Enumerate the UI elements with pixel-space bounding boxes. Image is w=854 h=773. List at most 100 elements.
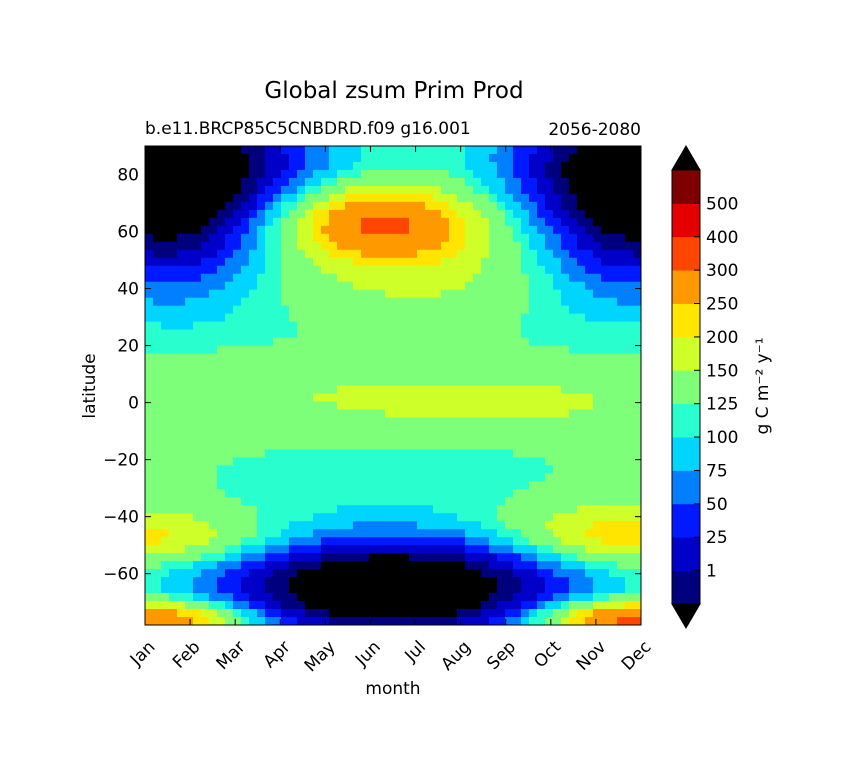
field-cell — [297, 553, 306, 562]
field-cell — [217, 577, 226, 586]
field-cell — [585, 249, 594, 259]
field-cell — [353, 441, 362, 450]
field-cell — [417, 265, 426, 275]
field-cell — [273, 513, 282, 522]
field-cell — [353, 465, 362, 474]
field-cell — [497, 321, 506, 331]
field-cell — [361, 361, 370, 371]
field-cell — [577, 609, 586, 618]
colorbar-tick-label: 75 — [706, 461, 728, 481]
field-cell — [433, 225, 442, 235]
field-cell — [417, 569, 426, 578]
field-cell — [401, 617, 410, 625]
colorbar-tick-label: 1 — [706, 562, 717, 582]
field-cell — [625, 569, 634, 578]
field-cell — [345, 513, 354, 522]
field-cell — [273, 177, 282, 187]
field-cell — [369, 481, 378, 490]
field-cell — [161, 185, 170, 195]
field-cell — [385, 193, 394, 203]
field-cell — [585, 577, 594, 586]
field-cell — [393, 185, 402, 195]
field-cell — [217, 337, 226, 347]
field-cell — [289, 609, 298, 618]
field-cell — [257, 161, 266, 171]
field-cell — [513, 497, 522, 506]
field-cell — [153, 601, 162, 610]
field-cell — [257, 481, 266, 490]
field-cell — [169, 345, 178, 355]
field-cell — [401, 577, 410, 586]
field-cell — [225, 257, 234, 267]
field-cell — [569, 513, 578, 522]
field-cell — [145, 161, 154, 171]
field-cell — [289, 401, 298, 411]
field-cell — [337, 273, 346, 283]
field-cell — [345, 153, 354, 163]
field-cell — [193, 217, 202, 227]
field-cell — [617, 569, 626, 578]
field-cell — [561, 305, 570, 315]
field-cell — [409, 153, 418, 163]
field-cell — [609, 465, 618, 474]
field-cell — [625, 385, 634, 395]
field-cell — [153, 257, 162, 267]
field-cell — [505, 537, 514, 546]
field-cell — [281, 433, 290, 442]
field-cell — [457, 393, 466, 403]
field-cell — [201, 545, 210, 554]
field-cell — [465, 161, 474, 171]
field-cell — [233, 425, 242, 434]
field-cell — [449, 169, 458, 179]
field-cell — [457, 305, 466, 315]
field-cell — [537, 561, 546, 570]
field-cell — [249, 249, 258, 259]
field-cell — [433, 305, 442, 315]
field-cell — [585, 353, 594, 363]
field-cell — [513, 553, 522, 562]
field-cell — [353, 393, 362, 403]
field-cell — [489, 249, 498, 259]
field-cell — [193, 457, 202, 466]
field-cell — [585, 169, 594, 179]
field-cell — [257, 529, 266, 538]
field-cell — [217, 409, 226, 419]
field-cell — [377, 545, 386, 554]
field-cell — [473, 377, 482, 387]
x-tick-label: Apr — [260, 637, 295, 672]
field-cell — [609, 409, 618, 419]
field-cell — [601, 521, 610, 530]
field-cell — [209, 473, 218, 482]
field-cell — [193, 265, 202, 275]
field-cell — [185, 161, 194, 171]
field-cell — [553, 361, 562, 371]
field-cell — [617, 217, 626, 227]
field-cell — [361, 529, 370, 538]
field-cell — [289, 601, 298, 610]
field-cell — [609, 369, 618, 379]
field-cell — [217, 385, 226, 395]
field-cell — [593, 537, 602, 546]
field-cell — [225, 529, 234, 538]
field-cell — [209, 369, 218, 379]
field-cell — [377, 465, 386, 474]
field-cell — [201, 561, 210, 570]
field-cell — [409, 513, 418, 522]
field-cell — [585, 425, 594, 434]
field-cell — [601, 385, 610, 395]
field-cell — [169, 433, 178, 442]
field-cell — [281, 457, 290, 466]
field-cell — [169, 577, 178, 586]
field-cell — [297, 473, 306, 482]
field-cell — [601, 305, 610, 315]
field-cell — [297, 273, 306, 283]
field-cell — [345, 305, 354, 315]
field-cell — [257, 217, 266, 227]
field-cell — [401, 257, 410, 267]
field-cell — [393, 329, 402, 339]
field-cell — [497, 146, 506, 155]
field-cell — [369, 313, 378, 323]
field-cell — [465, 465, 474, 474]
field-cell — [545, 193, 554, 203]
field-cell — [209, 393, 218, 403]
